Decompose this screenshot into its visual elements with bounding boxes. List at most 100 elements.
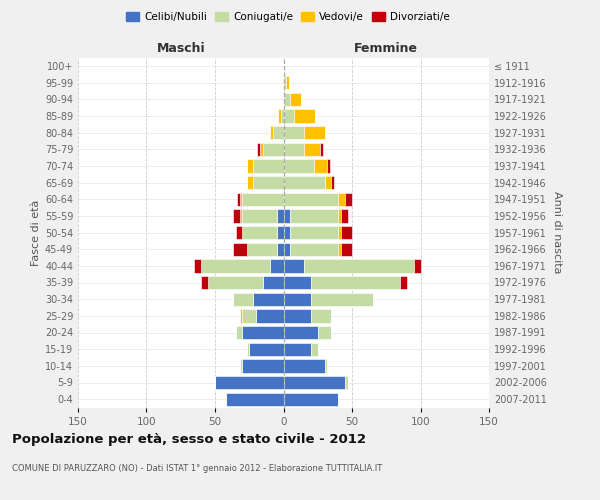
Bar — [242, 209, 277, 222]
Bar — [263, 142, 284, 156]
Bar — [242, 326, 284, 339]
Bar — [284, 142, 304, 156]
Bar — [242, 192, 284, 206]
Bar — [247, 159, 253, 172]
Bar — [277, 226, 284, 239]
Bar — [260, 142, 263, 156]
Text: Popolazione per età, sesso e stato civile - 2012: Popolazione per età, sesso e stato civil… — [12, 432, 366, 446]
Bar — [272, 126, 284, 139]
Bar — [215, 376, 284, 389]
Bar — [284, 209, 290, 222]
Bar — [318, 326, 331, 339]
Bar — [233, 292, 253, 306]
Bar — [314, 159, 328, 172]
Bar — [284, 126, 304, 139]
Bar — [290, 242, 338, 256]
Bar — [295, 109, 315, 122]
Bar — [400, 276, 407, 289]
Bar — [328, 159, 330, 172]
Bar — [247, 176, 253, 189]
Bar — [341, 209, 348, 222]
Bar — [413, 259, 421, 272]
Y-axis label: Fasce di età: Fasce di età — [31, 200, 41, 266]
Bar — [338, 192, 345, 206]
Bar — [284, 276, 311, 289]
Bar — [239, 209, 242, 222]
Bar — [278, 109, 281, 122]
Bar — [249, 342, 284, 356]
Bar — [239, 359, 242, 372]
Bar — [226, 392, 284, 406]
Bar — [281, 109, 284, 122]
Bar — [290, 209, 338, 222]
Bar — [263, 276, 284, 289]
Bar — [236, 326, 242, 339]
Bar — [242, 309, 256, 322]
Bar — [233, 209, 239, 222]
Y-axis label: Anni di nascita: Anni di nascita — [552, 191, 562, 274]
Bar — [338, 209, 341, 222]
Bar — [284, 109, 295, 122]
Bar — [311, 342, 318, 356]
Bar — [202, 259, 270, 272]
Bar — [304, 259, 413, 272]
Bar — [270, 126, 272, 139]
Bar — [284, 242, 290, 256]
Bar — [284, 226, 290, 239]
Bar — [242, 359, 284, 372]
Bar — [239, 309, 242, 322]
Bar — [277, 209, 284, 222]
Bar — [237, 192, 239, 206]
Bar — [284, 376, 345, 389]
Bar — [239, 192, 242, 206]
Bar — [290, 92, 301, 106]
Bar — [256, 309, 284, 322]
Bar — [202, 276, 208, 289]
Bar — [290, 226, 338, 239]
Bar — [247, 342, 249, 356]
Bar — [253, 292, 284, 306]
Bar — [284, 92, 290, 106]
Bar — [338, 226, 341, 239]
Bar — [284, 326, 318, 339]
Bar — [345, 376, 348, 389]
Bar — [284, 76, 286, 89]
Bar — [257, 142, 260, 156]
Bar — [284, 342, 311, 356]
Bar — [194, 259, 202, 272]
Bar — [320, 142, 323, 156]
Text: Femmine: Femmine — [354, 42, 418, 55]
Bar — [284, 309, 311, 322]
Bar — [341, 242, 352, 256]
Bar — [233, 242, 247, 256]
Bar — [331, 176, 334, 189]
Bar — [284, 259, 304, 272]
Bar — [345, 192, 352, 206]
Bar — [284, 192, 338, 206]
Bar — [325, 359, 328, 372]
Bar — [253, 159, 284, 172]
Bar — [242, 226, 277, 239]
Bar — [284, 392, 338, 406]
Bar — [270, 259, 284, 272]
Bar — [286, 76, 289, 89]
Bar — [284, 359, 325, 372]
Bar — [236, 226, 242, 239]
Bar — [338, 242, 341, 256]
Text: COMUNE DI PARUZZARO (NO) - Dati ISTAT 1° gennaio 2012 - Elaborazione TUTTITALIA.: COMUNE DI PARUZZARO (NO) - Dati ISTAT 1°… — [12, 464, 382, 473]
Bar — [311, 309, 331, 322]
Legend: Celibi/Nubili, Coniugati/e, Vedovi/e, Divorziati/e: Celibi/Nubili, Coniugati/e, Vedovi/e, Di… — [122, 8, 454, 26]
Bar — [341, 226, 352, 239]
Bar — [304, 126, 325, 139]
Bar — [277, 242, 284, 256]
Bar — [325, 176, 331, 189]
Bar — [311, 292, 373, 306]
Text: Maschi: Maschi — [157, 42, 205, 55]
Bar — [284, 159, 314, 172]
Bar — [304, 142, 320, 156]
Bar — [284, 176, 325, 189]
Bar — [253, 176, 284, 189]
Bar — [247, 242, 277, 256]
Bar — [208, 276, 263, 289]
Bar — [284, 292, 311, 306]
